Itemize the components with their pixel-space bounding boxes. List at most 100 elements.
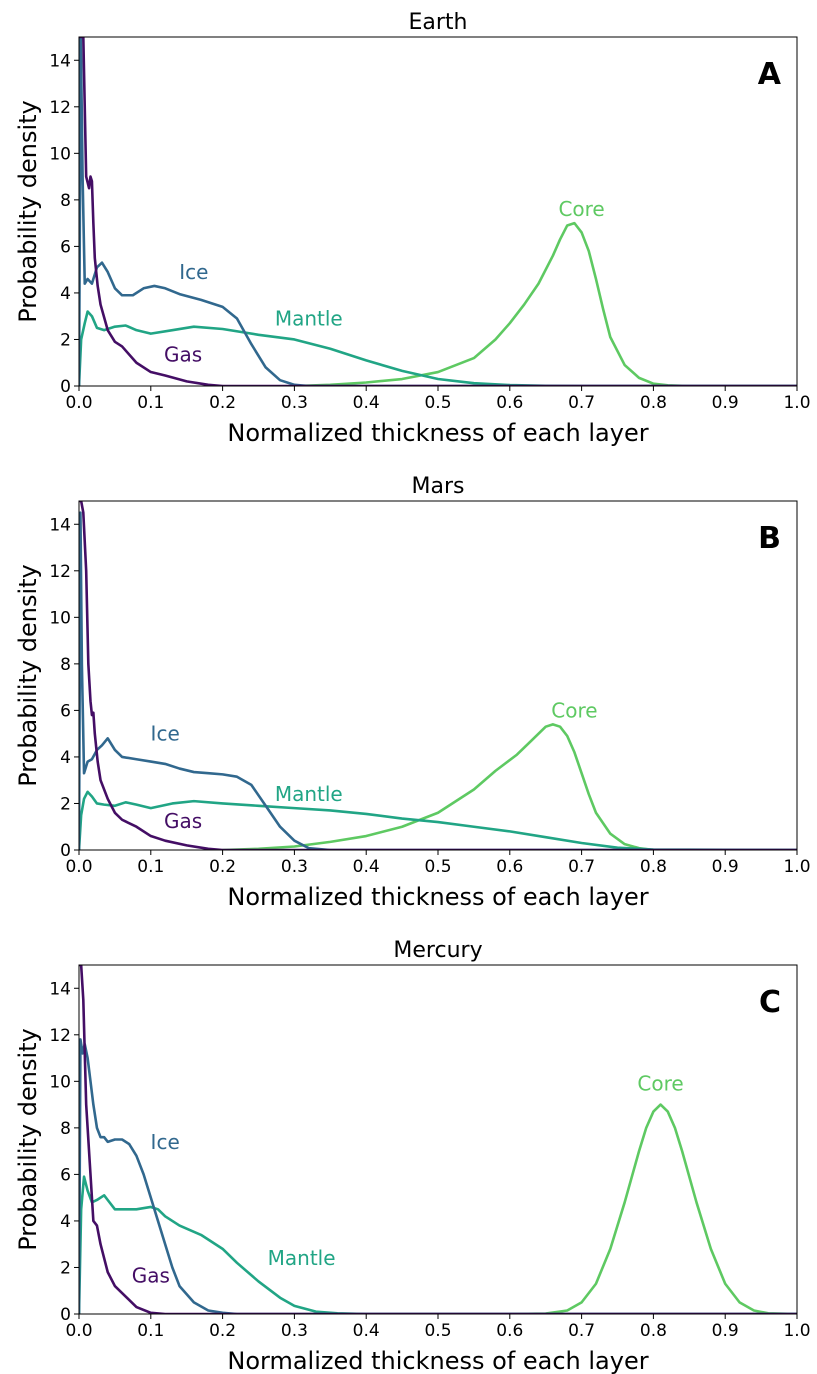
x-tick-label: 0.4 <box>353 393 380 413</box>
series-line-ice <box>79 37 797 386</box>
y-tick-label: 2 <box>60 1258 71 1278</box>
x-tick-label: 0.2 <box>209 393 236 413</box>
y-tick-label: 4 <box>60 1212 71 1232</box>
x-tick-label: 0.5 <box>424 857 451 877</box>
panel-label: B <box>758 521 781 556</box>
x-tick-label: 0.1 <box>137 857 164 877</box>
curve-label-core: Core <box>551 698 597 722</box>
x-tick-label: 0.8 <box>640 1321 667 1341</box>
y-tick-label: 8 <box>60 655 71 675</box>
y-axis-label: Probability density <box>14 564 42 787</box>
x-tick-label: 0.6 <box>496 857 523 877</box>
x-tick-label: 0.1 <box>137 393 164 413</box>
curve-label-ice: Ice <box>179 260 208 284</box>
y-tick-label: 12 <box>49 98 71 118</box>
y-tick-label: 10 <box>49 1072 71 1092</box>
curve-label-gas: Gas <box>164 343 202 367</box>
y-tick-label: 2 <box>60 794 71 814</box>
x-tick-label: 0.3 <box>281 393 308 413</box>
y-tick-label: 0 <box>60 377 71 397</box>
y-tick-label: 6 <box>60 237 71 257</box>
y-tick-label: 2 <box>60 330 71 350</box>
series-line-ice <box>79 511 797 850</box>
x-tick-label: 0.1 <box>137 1321 164 1341</box>
y-tick-label: 10 <box>49 608 71 628</box>
chart-title: Earth <box>409 10 468 35</box>
chart-title: Mars <box>412 474 465 499</box>
y-tick-label: 6 <box>60 1165 71 1185</box>
x-tick-label: 0.8 <box>640 857 667 877</box>
x-tick-label: 1.0 <box>783 393 810 413</box>
series-line-mantle <box>79 790 797 850</box>
curve-label-ice: Ice <box>151 722 180 746</box>
panel-label: A <box>758 57 782 92</box>
series-group <box>79 965 797 1314</box>
x-axis-label: Normalized thickness of each layer <box>227 419 648 447</box>
chart-panel-mars: 0.0 0.1 0.2 0.3 0.4 0.5 0.6 0.7 0.8 0.9 1.0 0 2 4 6 8 10… <box>14 474 811 911</box>
x-axis-label: Normalized thickness of each layer <box>227 1347 648 1374</box>
y-tick-label: 0 <box>60 841 71 861</box>
series-line-core <box>508 1103 797 1314</box>
y-tick-label: 0 <box>60 1305 71 1325</box>
x-axis-label: Normalized thickness of each layer <box>227 883 648 911</box>
plot-frame <box>78 36 798 387</box>
x-tick-label: 0.7 <box>568 1321 595 1341</box>
series-line-core <box>293 221 797 386</box>
curve-label-mantle: Mantle <box>275 782 343 806</box>
y-tick-label: 10 <box>49 144 71 164</box>
x-tick-label: 0.6 <box>496 393 523 413</box>
x-tick-label: 0.7 <box>568 857 595 877</box>
y-tick-label: 14 <box>49 515 71 535</box>
x-tick-label: 0.7 <box>568 393 595 413</box>
x-tick-label: 0.9 <box>712 393 739 413</box>
x-tick-label: 0.8 <box>640 393 667 413</box>
x-tick-label: 0.5 <box>424 1321 451 1341</box>
curve-label-gas: Gas <box>164 809 202 833</box>
series-line-ice <box>79 1038 797 1314</box>
y-tick-label: 14 <box>49 979 71 999</box>
curve-label-ice: Ice <box>151 1130 180 1154</box>
y-tick-label: 6 <box>60 701 71 721</box>
series-line-gas <box>79 37 797 386</box>
series-group <box>79 501 797 850</box>
x-tick-label: 0.3 <box>281 1321 308 1341</box>
x-tick-label: 0.2 <box>209 857 236 877</box>
x-tick-label: 0.5 <box>424 393 451 413</box>
y-tick-label: 14 <box>49 51 71 71</box>
plot-frame <box>78 500 798 851</box>
curve-label-core: Core <box>637 1072 683 1096</box>
x-tick-label: 0.9 <box>712 857 739 877</box>
x-tick-label: 1.0 <box>783 1321 810 1341</box>
y-axis-label: Probability density <box>14 1028 42 1251</box>
x-tick-label: 0.0 <box>65 1321 92 1341</box>
x-tick-label: 0.4 <box>353 1321 380 1341</box>
panel-label: C <box>759 985 781 1020</box>
series-line-core <box>221 723 797 850</box>
chart-panel-mercury: 0.0 0.1 0.2 0.3 0.4 0.5 0.6 0.7 0.8 0.9 1.0 0 2 4 6 8 10… <box>14 938 811 1374</box>
y-tick-label: 8 <box>60 191 71 211</box>
y-axis-label: Probability density <box>14 100 42 323</box>
x-tick-label: 0.3 <box>281 857 308 877</box>
y-tick-label: 4 <box>60 284 71 304</box>
series-line-gas <box>79 965 797 1314</box>
x-tick-label: 0.0 <box>65 393 92 413</box>
series-line-mantle <box>79 310 797 386</box>
x-tick-label: 0.9 <box>712 1321 739 1341</box>
curve-label-gas: Gas <box>132 1264 170 1288</box>
chart-panel-earth: 0.0 0.1 0.2 0.3 0.4 0.5 0.6 0.7 0.8 0.9 1.0 0 2 4 6 8 10… <box>14 10 811 447</box>
curve-label-mantle: Mantle <box>275 307 343 331</box>
x-tick-label: 0.2 <box>209 1321 236 1341</box>
plot-frame <box>78 964 798 1315</box>
y-tick-label: 12 <box>49 562 71 582</box>
series-line-gas <box>79 501 797 850</box>
y-tick-label: 4 <box>60 748 71 768</box>
x-tick-label: 1.0 <box>783 857 810 877</box>
x-tick-label: 0.4 <box>353 857 380 877</box>
y-tick-label: 12 <box>49 1026 71 1046</box>
series-group <box>79 37 797 386</box>
curve-label-mantle: Mantle <box>268 1246 336 1270</box>
curve-label-core: Core <box>558 197 604 221</box>
x-tick-label: 0.6 <box>496 1321 523 1341</box>
chart-title: Mercury <box>393 938 482 963</box>
